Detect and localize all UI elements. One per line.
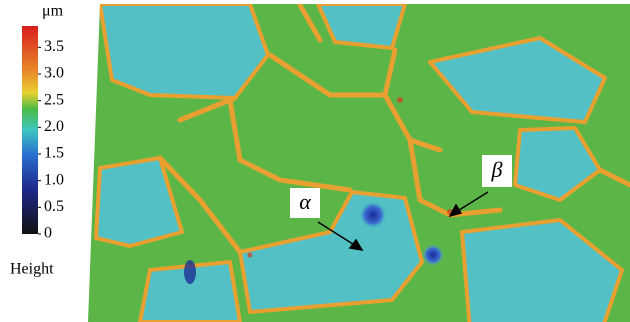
colorbar-tick-label: 3.5 (44, 38, 64, 55)
phase-label: β (491, 157, 503, 182)
colorbar-tick-label: 1.0 (44, 171, 64, 188)
figure: μm Height α β 0 0.5 1.0 1.5 2.0 2.5 3.0 3.5 (0, 0, 630, 322)
height-map (80, 0, 630, 322)
colorbar-label: Height (10, 261, 54, 278)
colorbar-tick-label: 3.0 (44, 65, 64, 82)
colorbar-tick-label: 2.0 (44, 118, 64, 135)
colorbar-tick-label: 1.5 (44, 145, 64, 162)
colorbar-unit: μm (42, 3, 64, 20)
colorbar-tick-label: 0.5 (44, 198, 64, 215)
colorbar (22, 26, 38, 234)
colorbar-tick-label: 2.5 (44, 91, 64, 108)
colorbar-tick-label: 0 (44, 225, 52, 242)
phase-label: α (299, 189, 311, 214)
